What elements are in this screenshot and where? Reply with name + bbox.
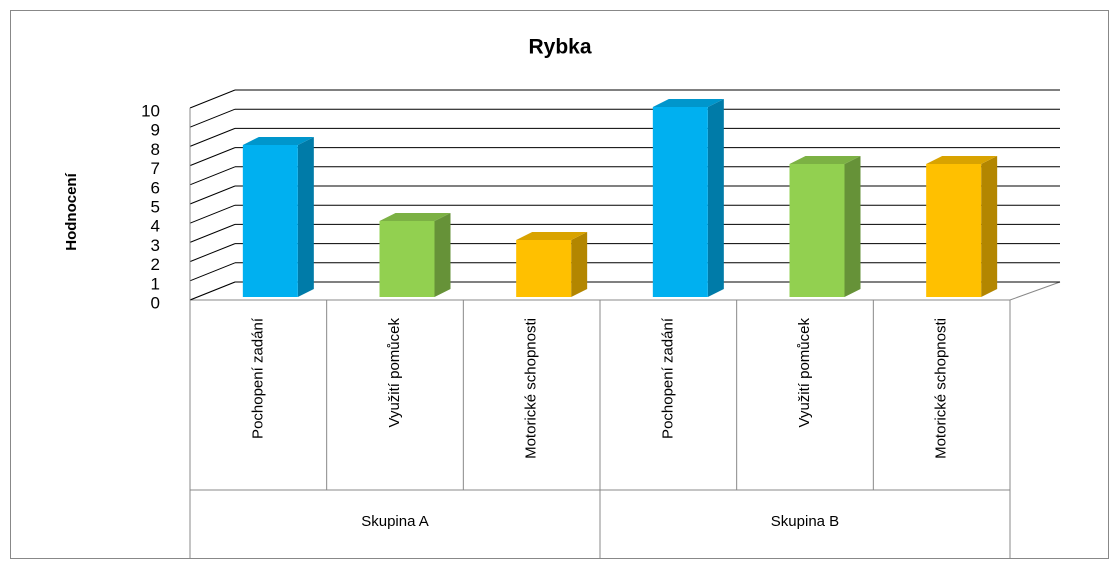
wall-grid-line — [189, 108, 236, 128]
chart-title: Rybka — [528, 36, 591, 59]
bar-top — [652, 99, 724, 107]
x-tick-label: Pochopení zadání — [249, 317, 266, 439]
bar-front — [789, 164, 845, 297]
y-tick-label: 7 — [151, 159, 160, 178]
y-tick-label: 8 — [151, 140, 160, 159]
bar-side — [297, 137, 314, 297]
y-tick-label: 10 — [141, 101, 160, 120]
bar — [789, 156, 861, 297]
bar-side — [571, 232, 588, 297]
y-tick-label: 5 — [151, 197, 160, 216]
x-tick-label: Motorické schopnosti — [523, 318, 540, 459]
bar-side — [981, 156, 998, 297]
bar — [242, 137, 314, 297]
y-tick-label: 1 — [151, 274, 160, 293]
bar-top — [516, 232, 588, 240]
y-tick-label: 9 — [151, 121, 160, 140]
y-axis-label: Hodnocení — [63, 172, 80, 250]
bar-side — [434, 213, 451, 297]
bar-front — [652, 107, 708, 297]
bar-front — [516, 240, 572, 297]
bar-top — [789, 156, 861, 164]
bar-front — [242, 145, 298, 297]
bar-side — [707, 99, 724, 297]
y-tick-label: 4 — [151, 217, 160, 236]
wall-grid-line — [189, 243, 236, 263]
bar-top — [242, 137, 314, 145]
bar-side — [844, 156, 861, 297]
wall-grid-line — [189, 166, 236, 186]
group-label: Skupina A — [361, 513, 429, 530]
bar-top — [379, 213, 451, 221]
x-tick-label: Využití pomůcek — [796, 318, 813, 428]
bar-front — [379, 221, 435, 297]
y-tick-label: 6 — [151, 178, 160, 197]
bar — [379, 213, 451, 297]
wall-grid-line — [189, 89, 236, 109]
bar — [652, 99, 724, 297]
wall-grid-line — [189, 223, 236, 243]
bar-top — [926, 156, 998, 164]
bar — [926, 156, 998, 297]
wall-grid-line — [189, 185, 236, 205]
y-tick-label: 2 — [151, 255, 160, 274]
y-tick-label: 0 — [151, 293, 160, 312]
wall-grid-line — [189, 281, 236, 301]
x-tick-label: Využití pomůcek — [386, 318, 403, 428]
bar — [516, 232, 588, 297]
wall-grid-line — [189, 262, 236, 282]
group-label: Skupina B — [771, 513, 839, 530]
wall-grid-line — [189, 204, 236, 224]
x-tick-label: Pochopení zadání — [659, 317, 676, 439]
wall-grid-line — [189, 147, 236, 167]
bar-front — [926, 164, 982, 297]
x-tick-label: Motorické schopnosti — [933, 318, 950, 459]
y-tick-label: 3 — [151, 236, 160, 255]
wall-grid-line — [189, 127, 236, 147]
